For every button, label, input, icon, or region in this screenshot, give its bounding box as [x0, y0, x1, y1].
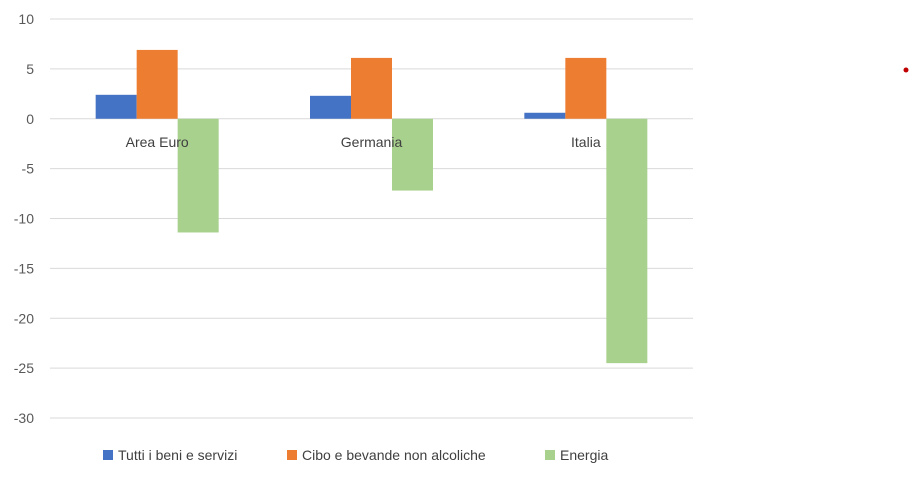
bars [95, 49, 648, 364]
category-labels: Area Euro Germania Italia [126, 134, 601, 150]
bar [392, 118, 433, 191]
y-tick-label: -10 [14, 211, 34, 227]
bar [95, 94, 137, 119]
legend: Tutti i beni e servizi Cibo e bevande non… [103, 447, 608, 463]
category-label: Area Euro [126, 134, 189, 150]
legend-swatch [103, 450, 113, 460]
category-label: Italia [571, 134, 601, 150]
y-tick-label: 5 [26, 61, 34, 77]
y-tick-label: -25 [14, 360, 34, 376]
bar [524, 112, 566, 119]
y-tick-label: 10 [18, 11, 34, 27]
legend-swatch [287, 450, 297, 460]
y-tick-label: -20 [14, 310, 34, 326]
bar [136, 49, 178, 119]
legend-label: Tutti i beni e servizi [118, 447, 237, 463]
bar [351, 57, 392, 119]
y-tick-label: -15 [14, 260, 34, 276]
bar [310, 95, 351, 119]
y-tick-label: 0 [26, 111, 34, 127]
y-tick-label: -30 [14, 410, 34, 426]
bar [177, 118, 219, 233]
y-axis-ticks: 10 5 0 -5 -10 -15 -20 -25 -30 [14, 11, 34, 426]
legend-swatch [545, 450, 555, 460]
category-label: Germania [341, 134, 403, 150]
legend-label: Energia [560, 447, 608, 463]
legend-label: Cibo e bevande non alcoliche [302, 447, 486, 463]
y-tick-label: -5 [22, 161, 35, 177]
red-dot-marker [903, 67, 909, 73]
bar [606, 118, 648, 364]
bar [565, 57, 607, 119]
